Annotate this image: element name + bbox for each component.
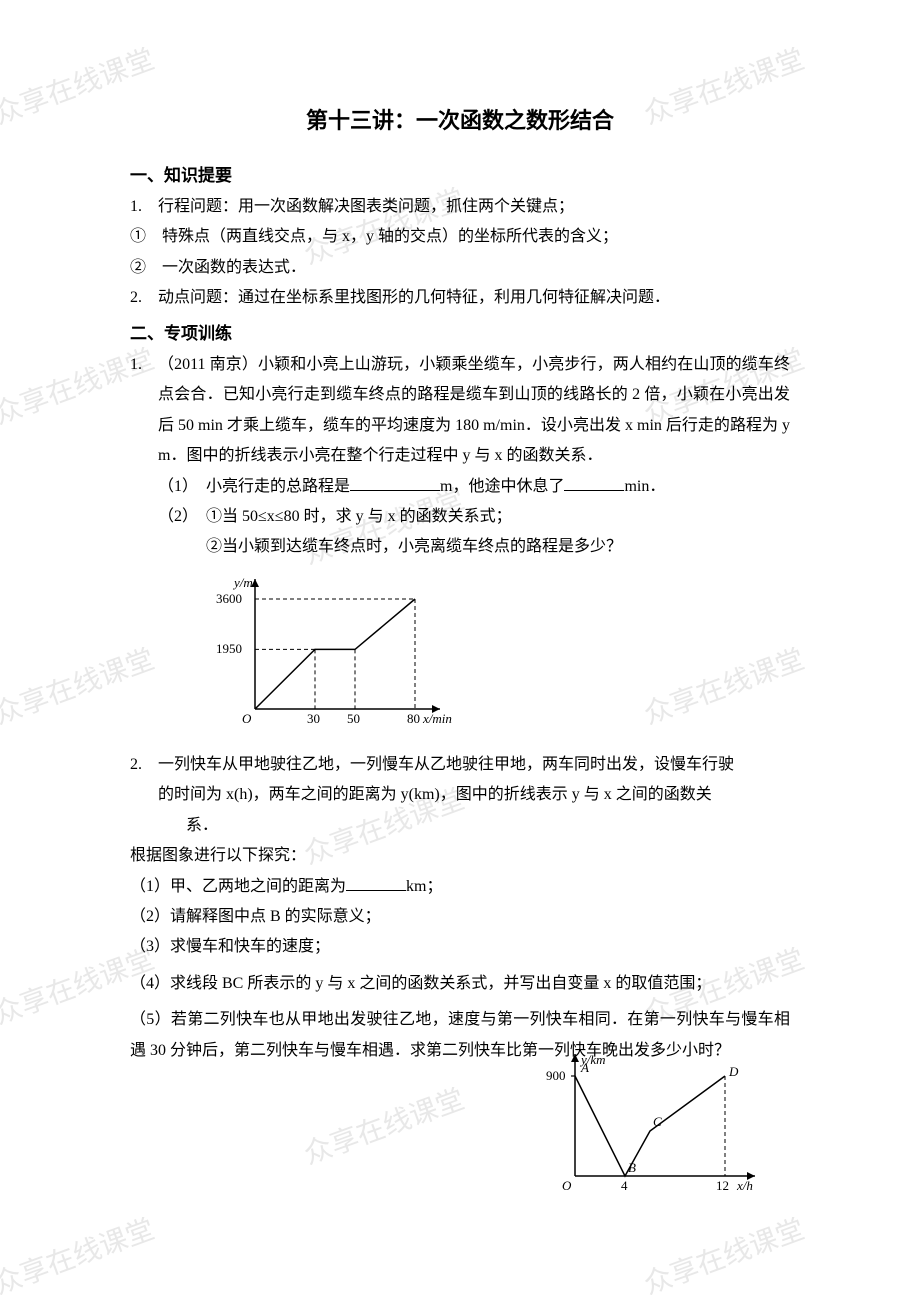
chart2-C: C	[653, 1114, 662, 1129]
q2-1-b: km；	[406, 878, 442, 895]
q1-1-text-a: 小亮行走的总路程是	[206, 478, 350, 495]
chart2-B: B	[628, 1160, 636, 1175]
q2-intro: 根据图象进行以下探究：	[130, 841, 790, 871]
q2-part2: （2）请解释图中点 B 的实际意义；	[130, 902, 790, 932]
knowledge-2: 2. 动点问题：通过在坐标系里找图形的几何特征，利用几何特征解决问题．	[130, 283, 790, 313]
q1-1-text-b: m，他途中休息了	[440, 478, 564, 495]
chart2-A: A	[580, 1060, 589, 1075]
blank-2	[564, 475, 624, 491]
q2-part4: （4）求线段 BC 所表示的 y 与 x 之间的函数关系式，并写出自变量 x 的…	[130, 969, 790, 999]
knowledge-1b: ② 一次函数的表达式．	[130, 253, 790, 283]
section-heading-2: 二、专项训练	[130, 318, 790, 350]
chart2-D: D	[728, 1064, 739, 1079]
q2-part3: （3）求慢车和快车的速度；	[130, 932, 790, 962]
q2-body-b: 的时间为 x(h)，两车之间的距离为 y(km)，图中的折线表示 y 与 x 之…	[130, 780, 790, 810]
chart1-origin: O	[242, 711, 252, 726]
q1-2a: ①当 50≤x≤80 时，求 y 与 x 的函数关系式；	[206, 502, 790, 532]
chart1-y-1950: 1950	[216, 641, 242, 656]
q1-part1: （1） 小亮行走的总路程是 m，他途中休息了 min．	[130, 472, 790, 502]
knowledge-1a: ① 特殊点（两直线交点，与 x，y 轴的交点）的坐标所代表的含义；	[130, 222, 790, 252]
q1-1-text-c: min．	[624, 478, 665, 495]
q2-body-c: 系．	[130, 811, 790, 841]
q1-part2-num: （2）	[158, 502, 206, 563]
page-title: 第十三讲：一次函数之数形结合	[130, 100, 790, 142]
section-heading-1: 一、知识提要	[130, 160, 790, 192]
chart2-x-label: x/h	[736, 1178, 753, 1193]
chart1-x-50: 50	[347, 711, 360, 726]
chart2-x-4: 4	[621, 1178, 628, 1193]
chart1-y-label: y/m	[232, 575, 253, 590]
chart-1: y/m 3600 1950 O 30 50 80 x/min	[130, 569, 790, 740]
chart2-y-900: 900	[546, 1068, 566, 1083]
q1-part1-num: （1）	[158, 472, 206, 502]
q1-2b: ②当小颖到达缆车终点时，小亮离缆车终点的路程是多少？	[206, 532, 790, 562]
blank-3	[346, 875, 406, 891]
watermark: 众享在线课堂	[0, 1203, 162, 1310]
chart2-x-12: 12	[716, 1178, 729, 1193]
q2-number: 2.	[130, 750, 158, 780]
q1-number: 1.	[130, 350, 158, 472]
q1-part2: （2） ①当 50≤x≤80 时，求 y 与 x 的函数关系式； ②当小颖到达缆…	[130, 502, 790, 563]
question-2: 2. 一列快车从甲地驶往乙地，一列慢车从乙地驶往甲地，两车同时出发，设慢车行驶	[130, 750, 790, 780]
chart1-x-30: 30	[307, 711, 320, 726]
watermark: 众享在线课堂	[636, 1203, 812, 1310]
blank-1	[350, 475, 440, 491]
chart1-x-80: 80	[407, 711, 420, 726]
chart1-y-3600: 3600	[216, 591, 242, 606]
q1-body: （2011 南京）小颖和小亮上山游玩，小颖乘坐缆车，小亮步行，两人相约在山顶的缆…	[158, 350, 790, 472]
chart1-x-label: x/min	[422, 711, 452, 726]
q2-part1: （1）甲、乙两地之间的距离为 km；	[130, 872, 790, 902]
q2-1-a: （1）甲、乙两地之间的距离为	[130, 878, 346, 895]
knowledge-1: 1. 行程问题：用一次函数解决图表类问题，抓住两个关键点；	[130, 192, 790, 222]
question-1: 1. （2011 南京）小颖和小亮上山游玩，小颖乘坐缆车，小亮步行，两人相约在山…	[130, 350, 790, 472]
chart-2: 900 y/km O 4 12 x/h A B C D	[130, 1046, 790, 1196]
q2-body-a: 一列快车从甲地驶往乙地，一列慢车从乙地驶往甲地，两车同时出发，设慢车行驶	[158, 750, 790, 780]
chart2-origin: O	[562, 1178, 572, 1193]
